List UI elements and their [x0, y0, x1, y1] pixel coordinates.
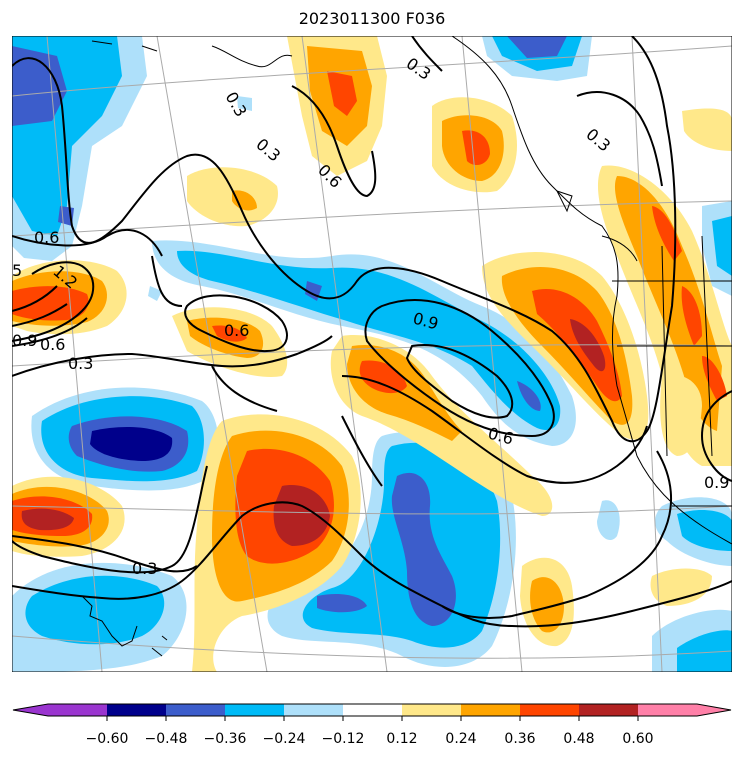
- colorbar-tick-label: −0.24: [263, 731, 306, 747]
- colorbar-tick-label: 0.48: [563, 731, 594, 747]
- colorbar-swatch: [166, 704, 225, 716]
- contour-lines: [12, 36, 732, 628]
- map-panel: 0.3 0.3 0.3 0.6 0.3 0.6 1.2 5 0.9 0.6 0.…: [12, 36, 732, 672]
- negative-shading: [12, 36, 732, 672]
- colorbar-tick-label: −0.36: [204, 731, 247, 747]
- graticule: [12, 36, 732, 672]
- colorbar-swatches: [12, 703, 732, 717]
- colorbar-swatch: [461, 704, 520, 716]
- colorbar-tick-label: −0.48: [145, 731, 188, 747]
- contour-label: 0.9: [704, 473, 729, 492]
- colorbar-tick-label: 0.36: [504, 731, 535, 747]
- contour-label: 0.3: [68, 354, 93, 373]
- colorbar-swatch: [48, 704, 107, 716]
- colorbar-swatch: [107, 704, 166, 716]
- contour-label: 0.6: [34, 228, 59, 247]
- colorbar-swatch: [343, 704, 402, 716]
- colorbar-tick-label: −0.60: [86, 731, 129, 747]
- contour-label: 0.6: [224, 321, 249, 340]
- colorbar-swatch: [225, 704, 284, 716]
- colorbar-tick-labels: −0.60 −0.48 −0.36 −0.24 −0.12 0.12 0.24 …: [86, 731, 654, 747]
- colorbar-swatch: [402, 704, 461, 716]
- colorbar-swatch: [579, 704, 638, 716]
- contour-label: 0.6: [40, 335, 65, 354]
- colorbar-swatch: [638, 704, 697, 716]
- colorbar-outline: [12, 703, 732, 717]
- colorbar-extend-low: [13, 704, 48, 716]
- colorbar-tick-label: 0.12: [386, 731, 417, 747]
- colorbar-swatch: [520, 704, 579, 716]
- contour-label: 0.3: [132, 559, 157, 578]
- coastlines: [81, 36, 732, 657]
- colorbar-tick-label: 0.24: [445, 731, 476, 747]
- colorbar: −0.60 −0.48 −0.36 −0.24 −0.12 0.12 0.24 …: [12, 703, 732, 747]
- colorbar-tick-label: 0.60: [622, 731, 653, 747]
- colorbar-ticks: [106, 716, 639, 721]
- contour-label: 5: [12, 261, 22, 280]
- colorbar-tick-label: −0.12: [322, 731, 365, 747]
- contour-label: 0.9: [12, 331, 37, 350]
- map-title: 2023011300 F036: [298, 9, 446, 28]
- colorbar-extend-high: [697, 704, 731, 716]
- colorbar-swatch: [284, 704, 343, 716]
